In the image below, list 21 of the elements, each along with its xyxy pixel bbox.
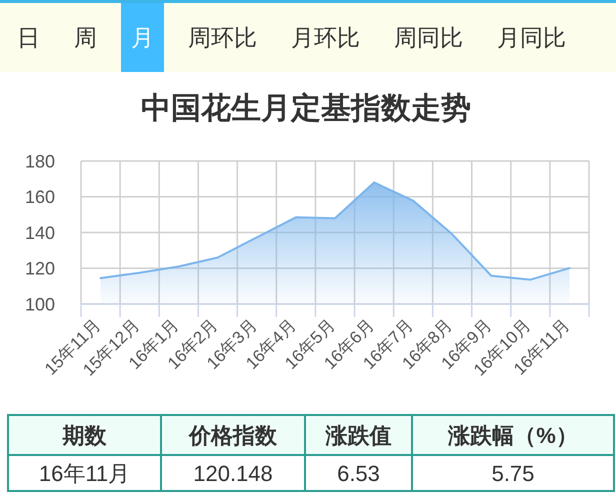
text: 120.148	[193, 460, 273, 486]
y-tick-label: 140	[24, 222, 55, 243]
category-label: 月环比	[291, 24, 360, 51]
category-label: 期数	[62, 422, 108, 448]
y-tick-label: 160	[24, 187, 55, 208]
category-label: 价格指数	[188, 422, 278, 448]
y-tick-label: 120	[24, 258, 55, 279]
text: 16年11月	[38, 460, 130, 486]
y-tick-label: 180	[24, 151, 55, 172]
category-label: 日	[17, 24, 40, 51]
chart-title: 中国花生月定基指数走势	[141, 91, 471, 125]
y-tick-label: 100	[24, 294, 55, 314]
category-label: 涨跌值	[324, 422, 392, 448]
category-label: 周	[74, 24, 97, 51]
text: 5.75	[492, 460, 534, 486]
category-label: 月同比	[497, 24, 566, 51]
category-label: 涨跌幅（%）	[447, 422, 578, 448]
category-label: 周环比	[188, 24, 257, 51]
category-label: 月	[131, 24, 154, 51]
text: 6.53	[337, 460, 380, 486]
category-label: 周同比	[394, 24, 463, 51]
